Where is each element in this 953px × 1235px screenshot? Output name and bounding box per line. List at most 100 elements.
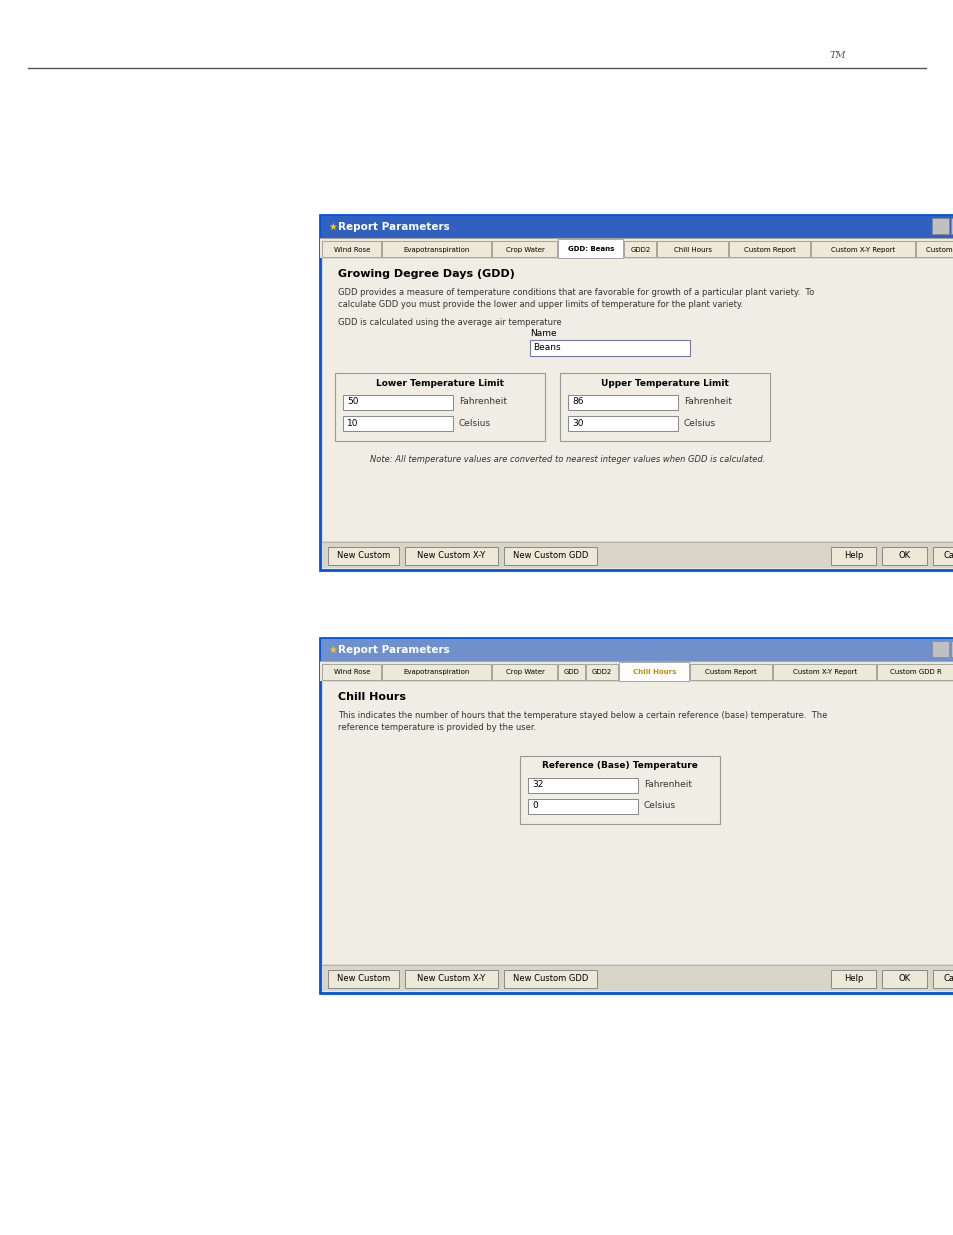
Text: Chill Hours: Chill Hours — [673, 247, 711, 252]
Text: New Custom X-Y: New Custom X-Y — [416, 974, 485, 983]
Bar — [343, 395, 453, 410]
Text: Custom Report: Custom Report — [704, 669, 757, 676]
Text: Upper Temperature Limit: Upper Temperature Limit — [600, 378, 728, 388]
Text: reference temperature is provided by the user.: reference temperature is provided by the… — [337, 722, 536, 732]
Bar — [320, 638, 953, 661]
Text: GDD: Beans: GDD: Beans — [567, 246, 614, 252]
Bar — [618, 662, 689, 680]
Bar — [558, 664, 584, 680]
Bar — [530, 340, 689, 356]
Bar — [492, 664, 557, 680]
Text: Fahrenheit: Fahrenheit — [643, 781, 691, 789]
Bar — [567, 416, 678, 431]
Text: New Custom GDD: New Custom GDD — [513, 552, 588, 561]
Text: Report Parameters: Report Parameters — [337, 645, 449, 655]
Text: Cancel: Cancel — [943, 552, 953, 561]
Bar — [950, 219, 953, 233]
Bar — [382, 241, 491, 257]
Text: Help: Help — [842, 552, 862, 561]
Bar — [492, 241, 557, 257]
Text: This indicates the number of hours that the temperature stayed below a certain r: This indicates the number of hours that … — [337, 711, 826, 720]
Text: calculate GDD you must provide the lower and upper limits of temperature for the: calculate GDD you must provide the lower… — [337, 300, 742, 309]
Bar — [328, 969, 398, 988]
Text: New Custom: New Custom — [336, 552, 390, 561]
Bar — [931, 641, 948, 657]
Text: New Custom: New Custom — [336, 974, 390, 983]
Bar — [503, 547, 597, 564]
Text: 30: 30 — [572, 419, 583, 427]
Bar — [915, 241, 953, 257]
Bar — [382, 664, 491, 680]
Bar — [811, 241, 914, 257]
Bar — [319, 215, 953, 571]
Bar — [527, 778, 638, 793]
Bar — [328, 547, 398, 564]
Text: Report Parameters: Report Parameters — [337, 222, 449, 232]
Bar — [322, 664, 381, 680]
Text: OK: OK — [898, 974, 909, 983]
Text: Evapotranspiration: Evapotranspiration — [403, 247, 470, 252]
Text: New Custom X-Y: New Custom X-Y — [416, 552, 485, 561]
Text: Name: Name — [530, 329, 556, 338]
Bar — [657, 241, 727, 257]
Text: ★: ★ — [328, 222, 336, 232]
Text: 32: 32 — [532, 781, 543, 789]
Bar — [519, 756, 720, 824]
Text: Cancel: Cancel — [943, 974, 953, 983]
Bar — [322, 542, 953, 568]
Text: GDD2: GDD2 — [630, 247, 650, 252]
Text: Celsius: Celsius — [458, 419, 491, 427]
Text: GDD: GDD — [563, 669, 579, 676]
Bar — [320, 216, 953, 238]
Bar — [830, 547, 875, 564]
Bar — [624, 241, 656, 257]
Bar — [882, 547, 926, 564]
Bar — [559, 373, 769, 441]
Text: Fahrenheit: Fahrenheit — [683, 398, 731, 406]
Text: GDD2: GDD2 — [591, 669, 612, 676]
Text: Custom X-Y Report: Custom X-Y Report — [830, 247, 895, 252]
Text: 10: 10 — [347, 419, 358, 427]
Text: TM: TM — [829, 51, 845, 59]
Text: New Custom GDD: New Custom GDD — [513, 974, 588, 983]
Text: Crop Water: Crop Water — [505, 247, 544, 252]
Text: Custom C: Custom C — [925, 247, 953, 252]
Text: GDD is calculated using the average air temperature: GDD is calculated using the average air … — [337, 317, 561, 327]
Text: Wind Rose: Wind Rose — [334, 669, 370, 676]
Text: Lower Temperature Limit: Lower Temperature Limit — [375, 378, 503, 388]
Text: Help: Help — [842, 974, 862, 983]
Bar — [772, 664, 876, 680]
Text: Beans: Beans — [533, 343, 560, 352]
Bar — [322, 258, 953, 541]
Text: OK: OK — [898, 552, 909, 561]
Bar — [319, 661, 953, 680]
Text: Custom X-Y Report: Custom X-Y Report — [792, 669, 856, 676]
Bar — [322, 680, 953, 965]
Text: Evapotranspiration: Evapotranspiration — [403, 669, 470, 676]
Text: GDD provides a measure of temperature conditions that are favorable for growth o: GDD provides a measure of temperature co… — [337, 288, 814, 296]
Text: Chill Hours: Chill Hours — [632, 669, 676, 676]
Bar — [405, 547, 497, 564]
Bar — [728, 241, 810, 257]
Text: ★: ★ — [328, 645, 336, 655]
Bar — [558, 240, 623, 258]
Bar — [335, 373, 544, 441]
Text: Custom GDD R: Custom GDD R — [889, 669, 941, 676]
Text: Celsius: Celsius — [683, 419, 716, 427]
Bar — [322, 241, 381, 257]
Text: Custom Report: Custom Report — [743, 247, 795, 252]
Bar — [585, 664, 618, 680]
Bar — [567, 395, 678, 410]
Bar — [690, 664, 771, 680]
Text: Note: All temperature values are converted to nearest integer values when GDD is: Note: All temperature values are convert… — [370, 454, 764, 463]
Text: Chill Hours: Chill Hours — [337, 692, 406, 701]
Text: Growing Degree Days (GDD): Growing Degree Days (GDD) — [337, 269, 515, 279]
Bar — [322, 965, 953, 990]
Bar — [405, 969, 497, 988]
Bar — [877, 664, 952, 680]
Bar — [527, 799, 638, 814]
Bar — [931, 219, 948, 233]
Text: 86: 86 — [572, 398, 583, 406]
Bar — [950, 641, 953, 657]
Bar — [319, 638, 953, 993]
